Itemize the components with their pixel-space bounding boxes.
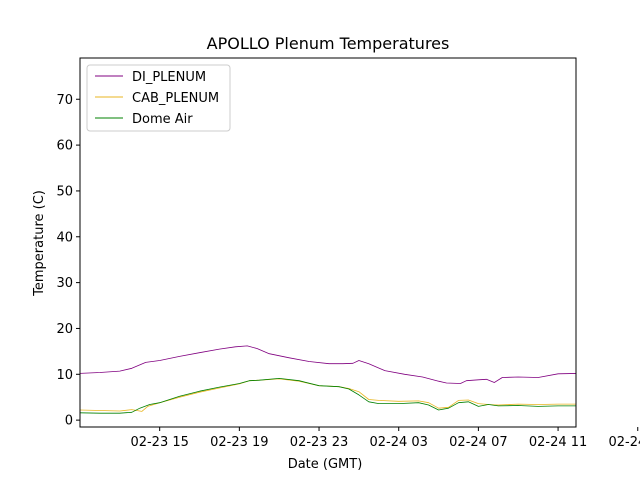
y-tick-label: 70 [56, 93, 73, 108]
y-tick-label: 50 [56, 184, 73, 199]
series-line-di-plenum [80, 345, 576, 384]
y-tick-label: 0 [65, 414, 73, 429]
legend-label: Dome Air [132, 112, 193, 127]
legend-box [86, 64, 231, 132]
x-axis-ticks: 02-23 15 02-23 19 02-23 23 02-24 03 02-24 07… [130, 427, 640, 450]
x-tick-label: 02-23 19 [210, 435, 268, 450]
legend-label: CAB_PLENUM [132, 91, 219, 106]
x-tick-label: 02-24 03 [369, 435, 427, 450]
plot-frame [79, 57, 577, 428]
x-tick-label: 02-24 07 [449, 435, 507, 450]
y-tick-label: 10 [56, 368, 73, 383]
x-tick-label: 02-24 15 [609, 435, 640, 450]
series-line-cab-plenum [80, 378, 576, 412]
x-tick-label: 02-24 11 [529, 435, 587, 450]
y-tick-label: 20 [56, 322, 73, 337]
x-tick-label: 02-23 23 [290, 435, 348, 450]
series-line-dome-air [80, 378, 576, 414]
x-tick-label: 02-23 15 [130, 435, 188, 450]
series-layer [80, 345, 576, 414]
y-tick-label: 30 [56, 276, 73, 291]
y-axis-ticks: 0 10 20 30 40 50 60 70 [56, 93, 80, 429]
y-tick-label: 60 [56, 139, 73, 154]
y-axis-label: Temperature (C) [32, 190, 47, 297]
y-tick-label: 40 [56, 230, 73, 245]
legend: DI_PLENUM CAB_PLENUM Dome Air [86, 64, 231, 132]
legend-label: DI_PLENUM [132, 70, 206, 85]
x-axis-label: Date (GMT) [288, 457, 363, 472]
chart-title: APOLLO Plenum Temperatures [207, 34, 450, 53]
